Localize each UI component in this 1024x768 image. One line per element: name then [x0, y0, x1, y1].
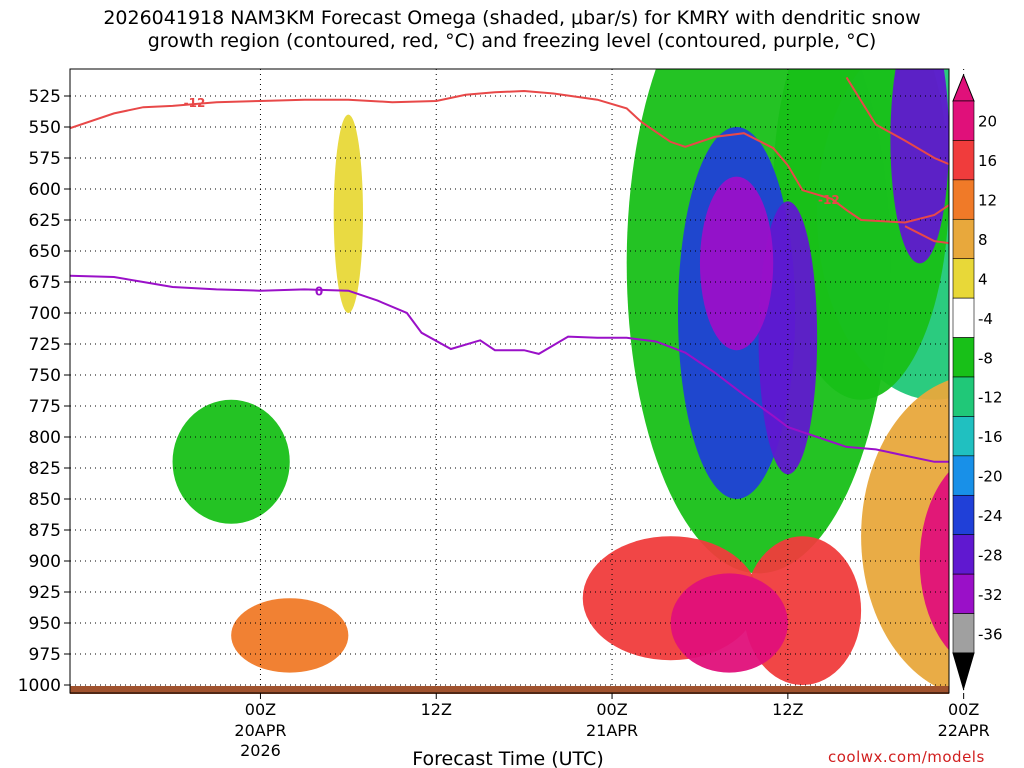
- colorbar-label: -36: [978, 625, 1003, 643]
- x-tick-label: 00Z: [596, 700, 627, 719]
- colorbar-swatch: [952, 534, 975, 575]
- colorbar-label: -4: [978, 310, 993, 328]
- colorbar-swatch: [952, 613, 975, 654]
- y-tick-label: 700: [29, 304, 61, 324]
- freezing-level-contour: [70, 274, 949, 463]
- x-tick-label: 00Z: [948, 700, 979, 719]
- colorbar-label: -32: [978, 586, 1003, 604]
- y-tick-label: 600: [29, 180, 61, 200]
- y-tick-label: 750: [29, 366, 61, 386]
- colorbar-swatch: [952, 258, 975, 299]
- y-tick-label: 800: [29, 428, 61, 448]
- freezing-contour-label: 0: [315, 285, 323, 299]
- y-tick-label: 650: [29, 242, 61, 262]
- omega-region: [172, 399, 290, 524]
- colorbar-swatch: [952, 140, 975, 181]
- y-tick-label: 875: [29, 521, 61, 541]
- colorbar-swatch: [952, 297, 975, 338]
- colorbar-top-arrow: [952, 73, 975, 102]
- colorbar-swatch: [952, 179, 975, 220]
- x-axis-title: Forecast Time (UTC): [412, 748, 603, 768]
- dgz-contour-right: [904, 225, 949, 245]
- y-tick-label: 625: [29, 211, 61, 231]
- colorbar-swatch: [952, 100, 975, 141]
- colorbar-swatch: [952, 376, 975, 417]
- y-tick-label: 725: [29, 335, 61, 355]
- colorbar-swatch: [952, 455, 975, 496]
- dgz-contour-label: -12: [818, 193, 840, 207]
- omega-region: [758, 201, 818, 475]
- y-tick-label: 550: [29, 118, 61, 138]
- colorbar-bottom-arrow: [952, 652, 975, 691]
- y-tick-label: 925: [29, 583, 61, 603]
- colorbar: 20 16 12 8 4 -4 -8 -12 -16 -20 -24 -28 -32 -36: [952, 73, 1003, 691]
- colorbar-label: -24: [978, 507, 1003, 525]
- y-axis-labels: 525 550 575 600 625 650 675 700 725 750 775 800 825 8…: [18, 87, 70, 696]
- x-tick-date: 20APR: [234, 721, 286, 740]
- omega-region: [919, 471, 949, 651]
- colorbar-label: 8: [978, 231, 988, 249]
- y-tick-label: 1000: [18, 676, 61, 696]
- colorbar-label: -8: [978, 349, 993, 367]
- contour-lines: -12 -12 0: [70, 76, 949, 463]
- x-tick-date: 22APR: [938, 721, 990, 740]
- colorbar-label: -20: [978, 468, 1003, 486]
- dgz-contour-lower: [845, 76, 949, 166]
- colorbar-label: 12: [978, 192, 997, 210]
- x-tick-year: 2026: [240, 741, 281, 760]
- colorbar-swatch: [952, 416, 975, 457]
- omega-region: [333, 114, 363, 313]
- x-tick-label: 12Z: [421, 700, 452, 719]
- y-tick-label: 950: [29, 614, 61, 634]
- y-tick-label: 525: [29, 87, 61, 107]
- colorbar-label: -12: [978, 389, 1003, 407]
- dgz-contour-upper: [70, 89, 949, 224]
- omega-region: [231, 598, 349, 673]
- colorbar-label: -28: [978, 546, 1003, 564]
- x-tick-label: 00Z: [245, 700, 276, 719]
- chart-title-line2: growth region (contoured, red, °C) and f…: [147, 30, 877, 52]
- omega-region: [699, 176, 774, 351]
- y-tick-label: 775: [29, 397, 61, 417]
- credit-text: coolwx.com/models: [828, 748, 985, 766]
- y-tick-label: 975: [29, 645, 61, 665]
- colorbar-swatch: [952, 494, 975, 536]
- colorbar-label: 4: [978, 270, 988, 288]
- chart-title-line1: 2026041918 NAM3KM Forecast Omega (shaded…: [103, 7, 921, 29]
- omega-region: [861, 380, 949, 693]
- y-tick-label: 850: [29, 490, 61, 510]
- omega-region: [890, 69, 949, 264]
- colorbar-swatch: [952, 573, 975, 614]
- omega-shading: [172, 69, 949, 693]
- y-tick-label: 675: [29, 273, 61, 293]
- colorbar-swatch: [952, 337, 975, 378]
- colorbar-swatch: [952, 218, 975, 260]
- y-tick-label: 900: [29, 552, 61, 572]
- colorbar-label: -16: [978, 428, 1003, 446]
- x-tick-date: 21APR: [586, 721, 638, 740]
- y-tick-label: 575: [29, 149, 61, 169]
- colorbar-label: 16: [978, 152, 997, 170]
- dgz-contour-label: -12: [184, 96, 206, 110]
- y-tick-label: 825: [29, 459, 61, 479]
- colorbar-label: 20: [978, 113, 997, 131]
- ground-bar: [70, 686, 949, 694]
- omega-region: [670, 573, 788, 673]
- plot-frame: [69, 68, 950, 694]
- x-tick-label: 12Z: [772, 700, 803, 719]
